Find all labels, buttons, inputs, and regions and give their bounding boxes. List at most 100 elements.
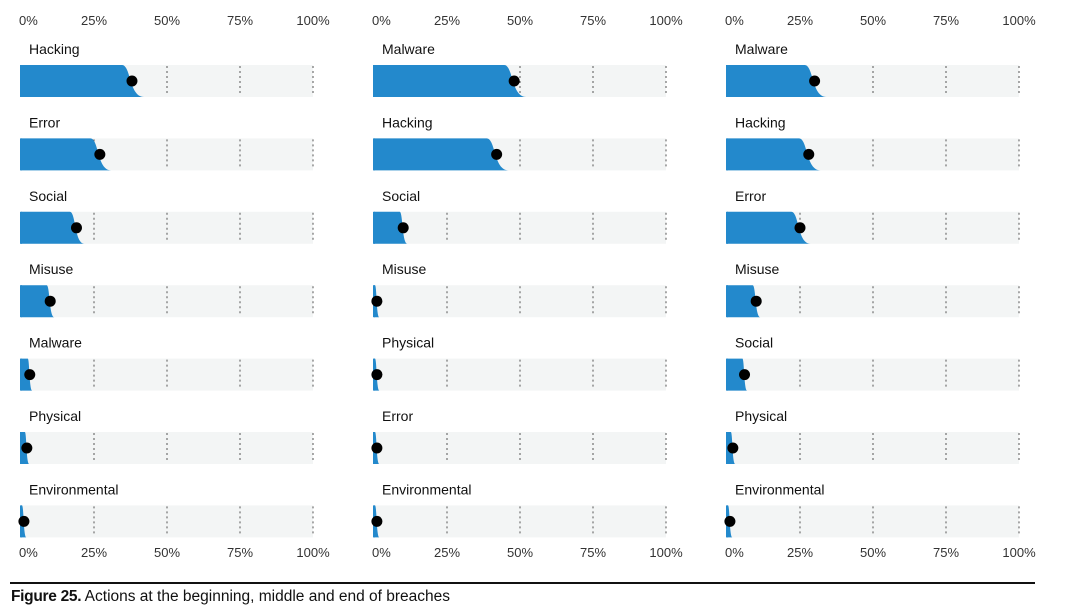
category-label: Social [382,188,420,204]
x-tick-top-label: 75% [227,13,253,28]
distribution-fill [21,138,112,171]
x-tick-bottom-label: 0% [19,545,38,560]
value-dot [739,369,751,381]
category-label: Hacking [735,114,786,130]
row-environmental: Environmental [371,481,667,538]
x-tick-top-label: 100% [649,13,683,28]
distribution-fill [21,211,85,244]
category-label: Misuse [29,261,74,277]
category-label: Malware [382,41,435,57]
row-misuse: Misuse [20,261,314,318]
category-label: Environmental [29,481,119,497]
x-tick-bottom-label: 75% [933,545,959,560]
category-label: Malware [29,335,82,351]
x-tick-bottom-label: 100% [649,545,683,560]
x-tick-top-label: 0% [725,13,744,28]
value-dot [809,75,821,87]
category-label: Error [29,114,60,130]
row-social: Social [20,188,314,244]
distribution-fill [21,285,55,318]
row-physical: Physical [726,408,1020,464]
value-dot [44,295,56,307]
distribution-fill [374,65,527,97]
panel-3: 0% 0% 25% 25% 50% 50% 75% 75% 100% 100% Malware Hac… [724,13,1036,560]
row-malware: Malware [373,41,667,97]
row-environmental: Environmental [724,481,1020,538]
x-tick-bottom-label: 25% [81,545,107,560]
row-physical: Physical [371,335,667,391]
x-tick-bottom-label: 0% [725,545,744,560]
value-dot [803,148,815,160]
category-label: Misuse [382,261,427,277]
value-dot [94,148,106,160]
figure-caption: Figure 25. Actions at the beginning, mid… [11,588,450,606]
x-tick-top-label: 75% [933,13,959,28]
distribution-fill [727,138,821,171]
row-error: Error [726,188,1020,244]
category-label: Environmental [735,481,825,497]
value-dot [727,442,739,454]
x-tick-bottom-label: 100% [1002,545,1036,560]
value-dot [24,369,36,381]
category-label: Social [735,335,773,351]
value-dot [508,75,520,87]
figure-label: Figure 25. [11,588,82,605]
row-hacking: Hacking [20,41,314,97]
category-label: Malware [735,41,788,57]
x-tick-top-label: 25% [434,13,460,28]
row-hacking: Hacking [726,114,1020,171]
category-label: Hacking [382,114,433,130]
x-tick-bottom-label: 75% [580,545,606,560]
value-dot [750,295,762,307]
x-tick-bottom-label: 75% [227,545,253,560]
category-label: Physical [735,408,787,424]
panel-2: 0% 0% 25% 25% 50% 50% 75% 75% 100% 100% Malware Hac… [371,13,683,560]
category-label: Misuse [735,261,780,277]
category-label: Hacking [29,41,80,57]
x-tick-bottom-label: 50% [860,545,886,560]
value-dot [371,295,383,307]
x-tick-bottom-label: 25% [787,545,813,560]
value-dot [724,515,736,527]
value-dot [491,148,503,160]
x-tick-top-label: 75% [580,13,606,28]
row-malware: Malware [20,335,314,391]
row-misuse: Misuse [726,261,1020,318]
row-environmental: Environmental [18,481,314,538]
value-dot [126,75,138,87]
category-label: Error [382,408,413,424]
x-tick-top-label: 100% [296,13,330,28]
value-dot [70,222,82,234]
category-label: Environmental [382,481,472,497]
x-tick-top-label: 50% [507,13,533,28]
row-social: Social [373,188,667,244]
value-dot [18,515,30,527]
value-dot [397,222,409,234]
value-dot [371,442,383,454]
value-dot [794,222,806,234]
value-dot [21,442,33,454]
category-label: Error [735,188,766,204]
row-misuse: Misuse [371,261,667,318]
caption-rule [10,582,1035,584]
x-tick-top-label: 25% [787,13,813,28]
row-physical: Physical [20,408,314,464]
distribution-fill [727,285,761,318]
distribution-fill [374,211,408,244]
category-label: Physical [29,408,81,424]
row-social: Social [726,335,1020,391]
x-tick-bottom-label: 50% [507,545,533,560]
x-tick-top-label: 25% [81,13,107,28]
row-malware: Malware [726,41,1020,97]
value-dot [371,369,383,381]
panel-1: 0% 0% 25% 25% 50% 50% 75% 75% 100% 100% Hacking Err… [18,13,330,560]
distribution-fill [727,358,748,391]
x-tick-top-label: 0% [19,13,38,28]
category-label: Social [29,188,67,204]
row-error: Error [371,408,667,464]
distribution-fill [727,211,811,244]
distribution-fill [374,138,509,171]
distribution-fill [21,65,144,97]
x-tick-top-label: 50% [154,13,180,28]
x-tick-bottom-label: 0% [372,545,391,560]
